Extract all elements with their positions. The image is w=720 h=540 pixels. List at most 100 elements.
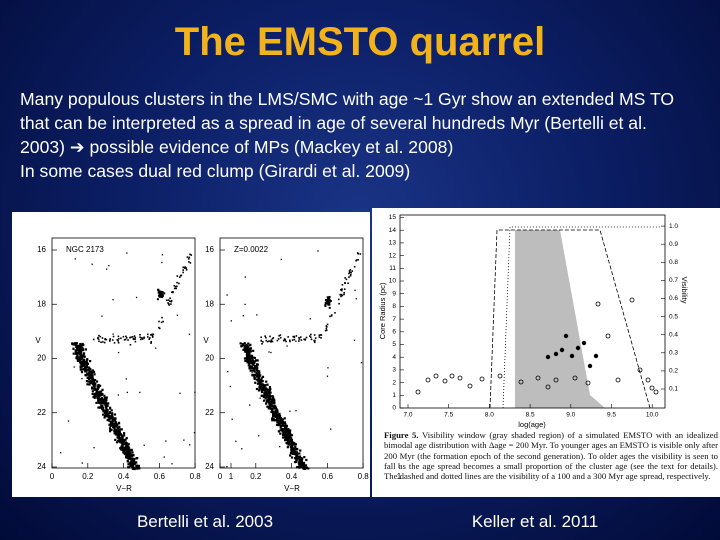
star: [91, 263, 93, 265]
star: [176, 285, 178, 288]
star: [117, 341, 120, 344]
star: [161, 316, 163, 319]
star: [293, 335, 295, 338]
star: [285, 438, 289, 441]
star: [298, 459, 301, 462]
star: [279, 334, 282, 336]
star: [289, 452, 293, 455]
star: [118, 428, 121, 431]
star: [343, 288, 346, 290]
star: [290, 456, 294, 459]
star: [99, 335, 102, 338]
star: [105, 402, 108, 405]
star: [79, 342, 82, 346]
star: [244, 276, 247, 278]
star: [183, 439, 185, 441]
star: [90, 377, 93, 380]
star: [182, 269, 185, 271]
star: [286, 345, 288, 347]
star: [111, 413, 114, 417]
star: [283, 430, 286, 434]
star: [298, 456, 301, 459]
star: [132, 459, 135, 463]
star: [227, 371, 229, 373]
y-tick-label: 22: [37, 408, 46, 417]
star: [159, 295, 162, 298]
star: [131, 451, 134, 454]
star: [258, 375, 261, 378]
star: [114, 425, 117, 428]
star: [264, 384, 267, 387]
star: [104, 403, 107, 407]
star: [266, 395, 269, 399]
star: [138, 467, 141, 470]
star: [285, 340, 287, 343]
star: [117, 335, 120, 338]
star: [104, 412, 108, 416]
star: [284, 423, 287, 426]
star: [279, 416, 283, 420]
y-tick-label: 8: [392, 303, 396, 310]
star: [247, 355, 250, 358]
star: [268, 394, 271, 397]
star: [264, 397, 267, 400]
star: [296, 454, 299, 457]
star: [176, 275, 179, 277]
star: [82, 361, 85, 364]
x-tick-label: 7.5: [444, 412, 453, 419]
star: [137, 464, 140, 468]
star: [268, 386, 272, 389]
star: [143, 336, 145, 339]
star: [78, 346, 81, 349]
star: [150, 334, 152, 336]
star: [278, 334, 280, 337]
star: [73, 366, 75, 368]
star: [268, 402, 272, 406]
star: [111, 422, 115, 426]
star: [103, 416, 106, 419]
star: [85, 370, 88, 373]
star: [117, 337, 120, 340]
star: [101, 392, 104, 396]
star: [251, 372, 253, 374]
x-axis-label: log(age): [518, 420, 546, 429]
star: [320, 334, 323, 336]
star: [129, 454, 133, 457]
star: [178, 282, 180, 285]
star: [170, 300, 173, 303]
star: [269, 335, 271, 338]
cluster: [595, 301, 601, 307]
star: [85, 380, 89, 383]
star: [261, 388, 264, 392]
x-tick-label: 1: [229, 472, 234, 481]
star: [287, 433, 290, 436]
x-tick-label: 0.2: [82, 472, 94, 481]
x-tick-label: 0.4: [286, 472, 298, 481]
star: [124, 441, 128, 444]
cluster: [457, 375, 463, 381]
x-axis-label: V−R: [116, 484, 132, 493]
star: [126, 449, 129, 452]
star: [260, 336, 263, 339]
star: [117, 421, 120, 424]
star: [266, 388, 269, 391]
y-tick-label: 3: [392, 367, 396, 374]
star: [254, 381, 257, 384]
x-tick-label: 0.6: [322, 472, 334, 481]
star: [278, 421, 282, 425]
star: [117, 394, 120, 396]
star: [260, 394, 263, 397]
star: [84, 367, 87, 370]
star: [131, 335, 134, 338]
y-tick-label: 22: [205, 408, 214, 417]
star: [67, 420, 70, 422]
star: [113, 430, 116, 433]
star: [257, 373, 260, 376]
dashed-line: [489, 229, 651, 409]
star: [97, 336, 99, 339]
star: [300, 463, 304, 466]
star: [118, 425, 121, 428]
star: [92, 370, 96, 374]
star: [326, 326, 328, 328]
star: [303, 466, 306, 469]
